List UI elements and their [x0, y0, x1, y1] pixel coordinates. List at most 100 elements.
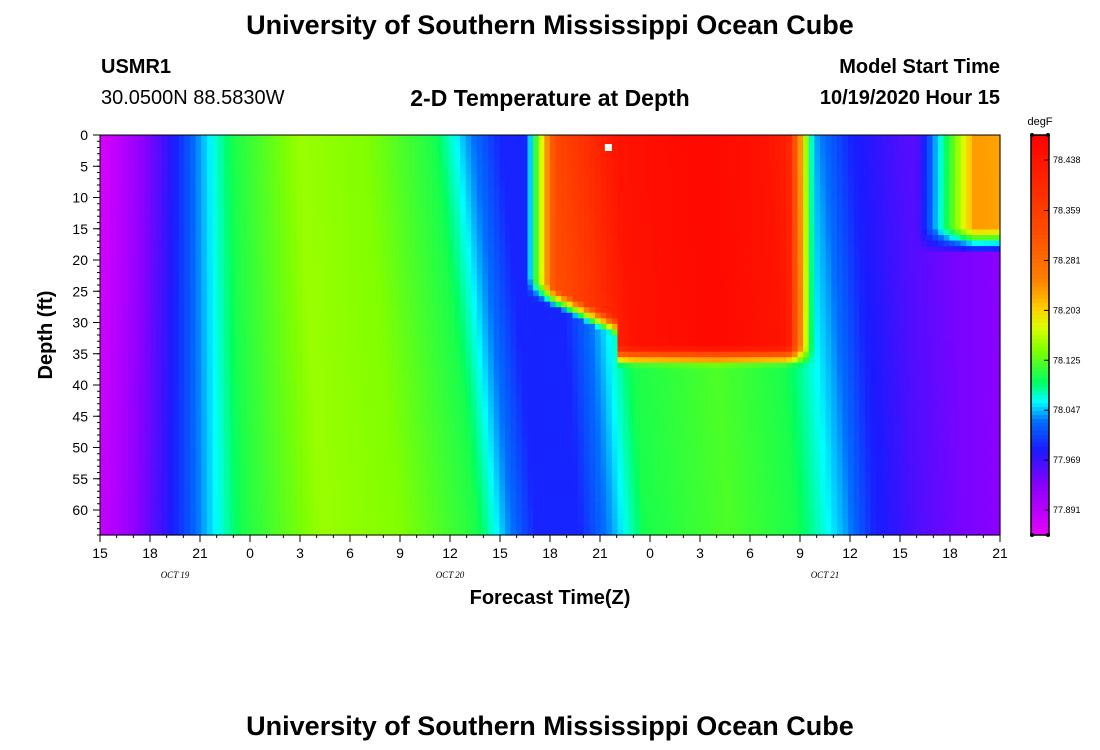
heatmap-cell: [133, 496, 140, 503]
heatmap-cell: [296, 179, 304, 186]
heatmap-cell: [257, 290, 264, 297]
heatmap-cell: [460, 379, 467, 386]
heatmap-cell: [392, 490, 399, 497]
heatmap-cell: [319, 462, 326, 469]
heatmap-cell: [100, 235, 107, 242]
heatmap-cell: [246, 229, 253, 236]
heatmap-cell: [178, 423, 185, 431]
heatmap-cell: [111, 473, 118, 481]
heatmap-cell: [308, 307, 315, 314]
heatmap-cell: [465, 385, 472, 392]
heatmap-cell: [308, 490, 315, 497]
heatmap-cell: [105, 251, 112, 258]
heatmap-cell: [454, 357, 461, 364]
heatmap-cell: [431, 473, 439, 481]
heatmap-cell: [105, 212, 112, 219]
heatmap-cell: [173, 485, 180, 492]
heatmap-cell: [291, 407, 298, 414]
heatmap-cell: [291, 279, 298, 286]
heatmap-cell: [341, 507, 349, 514]
heatmap-cell: [280, 285, 287, 292]
heatmap-cell: [280, 273, 287, 281]
heatmap-cell: [268, 268, 275, 275]
heatmap-cell: [325, 446, 332, 453]
heatmap-cell: [415, 357, 422, 364]
heatmap-cell: [257, 229, 264, 236]
heatmap-cell: [454, 529, 461, 536]
heatmap-cell: [184, 379, 191, 386]
heatmap-cell: [167, 235, 174, 242]
heatmap-cell: [437, 301, 444, 308]
heatmap-cell: [280, 457, 287, 464]
heatmap-cell: [482, 268, 489, 275]
heatmap-cell: [358, 362, 365, 369]
heatmap-cell: [105, 435, 112, 442]
heatmap-cell: [235, 173, 242, 181]
heatmap-cell: [409, 451, 416, 458]
heatmap-cell: [156, 468, 163, 475]
heatmap-cell: [178, 251, 185, 258]
heatmap-cell: [240, 335, 247, 342]
heatmap-cell: [431, 312, 439, 319]
heatmap-cell: [105, 401, 112, 408]
heatmap-cell: [251, 323, 259, 331]
heatmap-cell: [150, 335, 157, 342]
heatmap-cell: [443, 135, 450, 142]
heatmap-cell: [251, 451, 259, 458]
heatmap-cell: [111, 462, 118, 469]
heatmap-cell: [145, 246, 152, 253]
heatmap-cell: [431, 529, 439, 536]
heatmap-cell: [336, 318, 343, 325]
heatmap-cell: [476, 351, 484, 358]
heatmap-cell: [173, 168, 180, 175]
heatmap-cell: [251, 268, 259, 275]
heatmap-cell: [178, 507, 185, 514]
heatmap-cell: [167, 240, 174, 247]
heatmap-cell: [251, 329, 259, 336]
heatmap-cell: [100, 173, 107, 181]
heatmap-cell: [263, 173, 270, 181]
heatmap-cell: [111, 323, 118, 331]
heatmap-cell: [302, 462, 309, 469]
heatmap-cell: [167, 418, 174, 425]
heatmap-cell: [347, 140, 354, 147]
heatmap-cell: [296, 468, 304, 475]
heatmap-cell: [195, 412, 202, 419]
heatmap-cell: [133, 518, 140, 525]
heatmap-cell: [476, 257, 484, 264]
heatmap-cell: [448, 201, 455, 208]
heatmap-cell: [201, 390, 208, 397]
heatmap-cell: [409, 190, 416, 197]
heatmap-cell: [268, 518, 275, 525]
heatmap-cell: [476, 262, 484, 269]
heatmap-cell: [235, 151, 242, 158]
heatmap-cell: [370, 401, 377, 408]
heatmap-cell: [392, 251, 399, 258]
heatmap-cell: [145, 351, 152, 358]
heatmap-cell: [150, 385, 157, 392]
heatmap-cell: [443, 318, 450, 325]
heatmap-cell: [319, 135, 326, 142]
heatmap-cell: [206, 457, 214, 464]
heatmap-cell: [263, 351, 270, 358]
heatmap-cell: [229, 523, 236, 531]
heatmap-cell: [218, 185, 225, 192]
heatmap-cell: [415, 340, 422, 347]
heatmap-cell: [161, 390, 169, 397]
heatmap-cell: [313, 196, 320, 203]
heatmap-cell: [420, 335, 427, 342]
heatmap-cell: [235, 179, 242, 186]
heatmap-cell: [476, 240, 484, 247]
heatmap-cell: [386, 185, 394, 192]
heatmap-cell: [460, 485, 467, 492]
heatmap-cell: [403, 529, 410, 536]
heatmap-cell: [128, 440, 135, 447]
heatmap-cell: [195, 501, 202, 508]
heatmap-cell: [178, 379, 185, 386]
heatmap-cell: [167, 496, 174, 503]
heatmap-cell: [443, 251, 450, 258]
heatmap-cell: [302, 346, 309, 353]
heatmap-cell: [133, 196, 140, 203]
heatmap-cell: [353, 185, 360, 192]
heatmap-cell: [156, 296, 163, 303]
